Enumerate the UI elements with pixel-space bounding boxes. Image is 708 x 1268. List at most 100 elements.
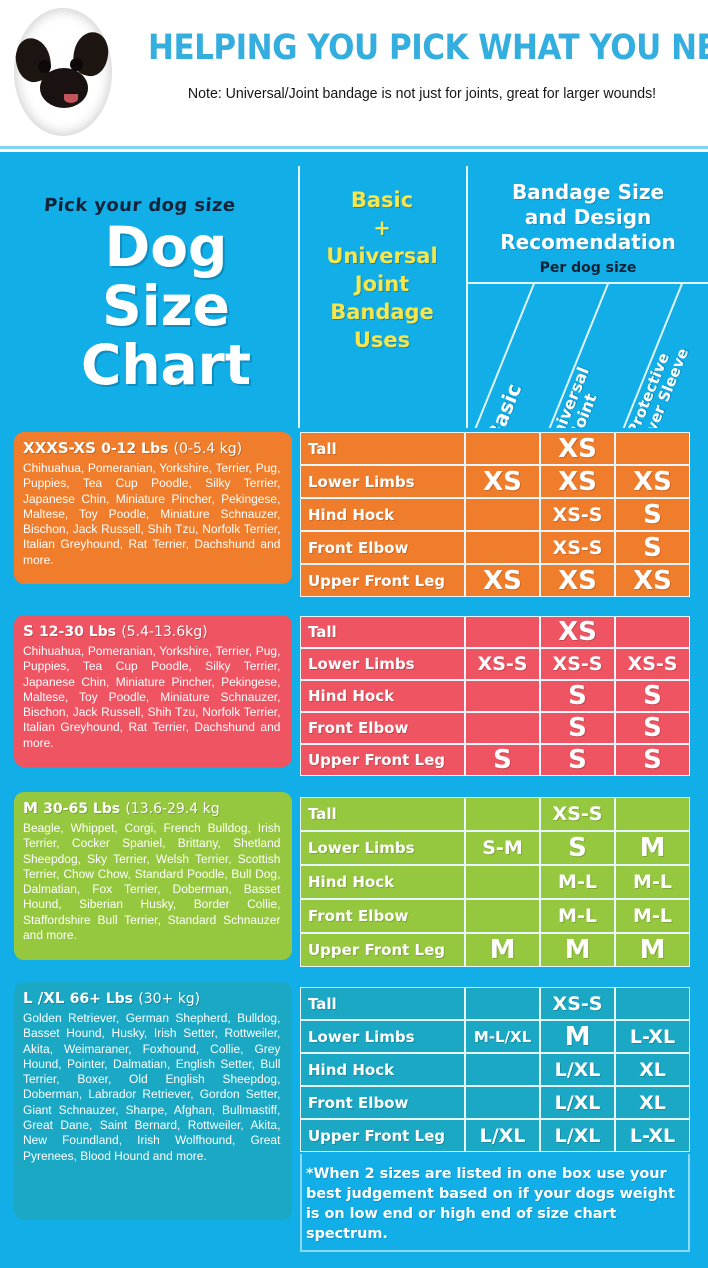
recommendation-column-title: Bandage Size and Design Recomendation bbox=[474, 180, 702, 255]
cell-protective bbox=[615, 616, 690, 648]
table-row[interactable]: Hind Hock L/XL XL bbox=[300, 1053, 690, 1086]
cell-basic: L/XL bbox=[465, 1119, 540, 1152]
row-label: Upper Front Leg bbox=[300, 744, 465, 776]
row-label: Lower Limbs bbox=[300, 648, 465, 680]
page-title: Dog Size Chart bbox=[42, 218, 290, 395]
col2-line-bandage: Bandage bbox=[330, 300, 434, 324]
col3-line-2: and Design bbox=[524, 205, 652, 229]
col2-line-plus: + bbox=[373, 216, 391, 240]
table-row[interactable]: Lower Limbs XS-S XS-S XS-S bbox=[300, 648, 690, 680]
table-row[interactable]: Lower Limbs XS XS XS bbox=[300, 465, 690, 498]
banner-divider bbox=[0, 146, 708, 149]
cell-protective: M bbox=[615, 933, 690, 967]
panel-l-xl-kg: (30+ kg) bbox=[138, 991, 201, 1007]
panel-xxxs-xs[interactable]: XXXS-XS 0-12 Lbs (0-5.4 kg) Chihuahua, P… bbox=[14, 432, 292, 584]
table-row[interactable]: Upper Front Leg L/XL L/XL L-XL bbox=[300, 1119, 690, 1152]
cell-protective: S bbox=[615, 744, 690, 776]
table-row[interactable]: Tall XS-S bbox=[300, 797, 690, 831]
bandage-uses-column-title: Basic + Universal Joint Bandage Uses bbox=[306, 186, 458, 354]
panel-m-breeds: Beagle, Whippet, Corgi, French Bulldog, … bbox=[23, 821, 281, 943]
footnote-text: *When 2 sizes are listed in one box use … bbox=[306, 1166, 676, 1242]
row-label: Front Elbow bbox=[300, 531, 465, 564]
cell-protective bbox=[615, 987, 690, 1020]
row-label: Upper Front Leg bbox=[300, 1119, 465, 1152]
cell-basic bbox=[465, 432, 540, 465]
col2-line-basic: Basic bbox=[350, 188, 414, 212]
cell-universal: XS-S bbox=[540, 987, 615, 1020]
row-label: Front Elbow bbox=[300, 712, 465, 744]
panel-l-xl-lbs: 66+ Lbs bbox=[69, 991, 133, 1007]
cell-universal: M-L bbox=[540, 865, 615, 899]
panel-l-xl-breeds: Golden Retriever, German Shepherd, Bulld… bbox=[23, 1011, 281, 1163]
table-row[interactable]: Front Elbow L/XL XL bbox=[300, 1086, 690, 1119]
cell-basic: XS-S bbox=[465, 648, 540, 680]
row-label: Hind Hock bbox=[300, 498, 465, 531]
page-title-line-1: Dog bbox=[104, 215, 228, 279]
panel-s-head: S 12-30 Lbs (5.4-13.6kg) bbox=[23, 622, 283, 640]
panel-s-size: S bbox=[23, 622, 34, 640]
cell-universal: S bbox=[540, 831, 615, 865]
cell-basic bbox=[465, 680, 540, 712]
cell-universal: L/XL bbox=[540, 1053, 615, 1086]
banner-title: HELPING YOU PICK WHAT YOU NEED bbox=[148, 27, 708, 69]
panel-xxxs-xs-size: XXXS-XS bbox=[23, 439, 96, 457]
cell-universal: L/XL bbox=[540, 1119, 615, 1152]
cell-universal: M bbox=[540, 1020, 615, 1053]
diagonal-header-protective: Protective Cover Sleeve bbox=[623, 345, 693, 428]
panel-m[interactable]: M 30-65 Lbs (13.6-29.4 kg Beagle, Whippe… bbox=[14, 792, 292, 960]
footnote-box-bottom-border bbox=[300, 1250, 690, 1252]
recommendation-column-subtitle: Per dog size bbox=[539, 260, 637, 276]
cell-protective: S bbox=[615, 712, 690, 744]
table-row[interactable]: Tall XS bbox=[300, 616, 690, 648]
table-row[interactable]: Lower Limbs S-M S M bbox=[300, 831, 690, 865]
row-label: Front Elbow bbox=[300, 899, 465, 933]
row-label: Tall bbox=[300, 797, 465, 831]
panel-l-xl-size: L /XL bbox=[23, 989, 65, 1007]
cell-protective: XS bbox=[615, 564, 690, 597]
table-row[interactable]: Upper Front Leg M M M bbox=[300, 933, 690, 967]
panel-l-xl[interactable]: L /XL 66+ Lbs (30+ kg) Golden Retriever,… bbox=[14, 982, 292, 1220]
grid-m: Tall XS-S Lower Limbs S-M S M Hind Hock … bbox=[300, 797, 690, 967]
grid-s: Tall XS Lower Limbs XS-S XS-S XS-S Hind … bbox=[300, 616, 690, 776]
cell-basic bbox=[465, 616, 540, 648]
cell-protective: S bbox=[615, 498, 690, 531]
table-row[interactable]: Hind Hock S S bbox=[300, 680, 690, 712]
table-row[interactable]: Front Elbow XS-S S bbox=[300, 531, 690, 564]
table-row[interactable]: Hind Hock XS-S S bbox=[300, 498, 690, 531]
col3-line-3: Recomendation bbox=[500, 230, 676, 254]
diagonal-subheaders: Basic Universal Joint Protective Cover Sle… bbox=[466, 282, 708, 428]
table-row[interactable]: Front Elbow S S bbox=[300, 712, 690, 744]
panel-s-lbs: 12-30 Lbs bbox=[39, 624, 116, 640]
cell-protective bbox=[615, 432, 690, 465]
cell-protective: M bbox=[615, 831, 690, 865]
row-label: Lower Limbs bbox=[300, 465, 465, 498]
page-title-line-2: Size bbox=[102, 274, 230, 338]
row-label: Lower Limbs bbox=[300, 1020, 465, 1053]
panel-xxxs-xs-kg: (0-5.4 kg) bbox=[173, 441, 243, 457]
table-row[interactable]: Lower Limbs M-L/XL M L-XL bbox=[300, 1020, 690, 1053]
footnote-box-right-border bbox=[688, 1154, 690, 1252]
cell-protective: XS bbox=[615, 465, 690, 498]
table-row[interactable]: Upper Front Leg XS XS XS bbox=[300, 564, 690, 597]
table-row[interactable]: Upper Front Leg S S S bbox=[300, 744, 690, 776]
col2-line-joint: Joint bbox=[354, 272, 410, 296]
table-row[interactable]: Tall XS-S bbox=[300, 987, 690, 1020]
cell-basic bbox=[465, 865, 540, 899]
table-row[interactable]: Tall XS bbox=[300, 432, 690, 465]
panel-s[interactable]: S 12-30 Lbs (5.4-13.6kg) Chihuahua, Pome… bbox=[14, 615, 292, 767]
banner-note: Note: Universal/Joint bandage is not jus… bbox=[187, 86, 657, 102]
cell-basic bbox=[465, 1086, 540, 1119]
col3-line-1: Bandage Size bbox=[511, 180, 665, 204]
cell-basic bbox=[465, 712, 540, 744]
row-label: Tall bbox=[300, 432, 465, 465]
cell-protective: L-XL bbox=[615, 1119, 690, 1152]
panel-m-size: M bbox=[23, 799, 38, 817]
table-row[interactable]: Front Elbow M-L M-L bbox=[300, 899, 690, 933]
cell-protective: M-L bbox=[615, 899, 690, 933]
header-banner: HELPING YOU PICK WHAT YOU NEED Note: Uni… bbox=[0, 0, 708, 152]
cell-universal: XS bbox=[540, 564, 615, 597]
row-label: Tall bbox=[300, 616, 465, 648]
row-label: Tall bbox=[300, 987, 465, 1020]
table-row[interactable]: Hind Hock M-L M-L bbox=[300, 865, 690, 899]
